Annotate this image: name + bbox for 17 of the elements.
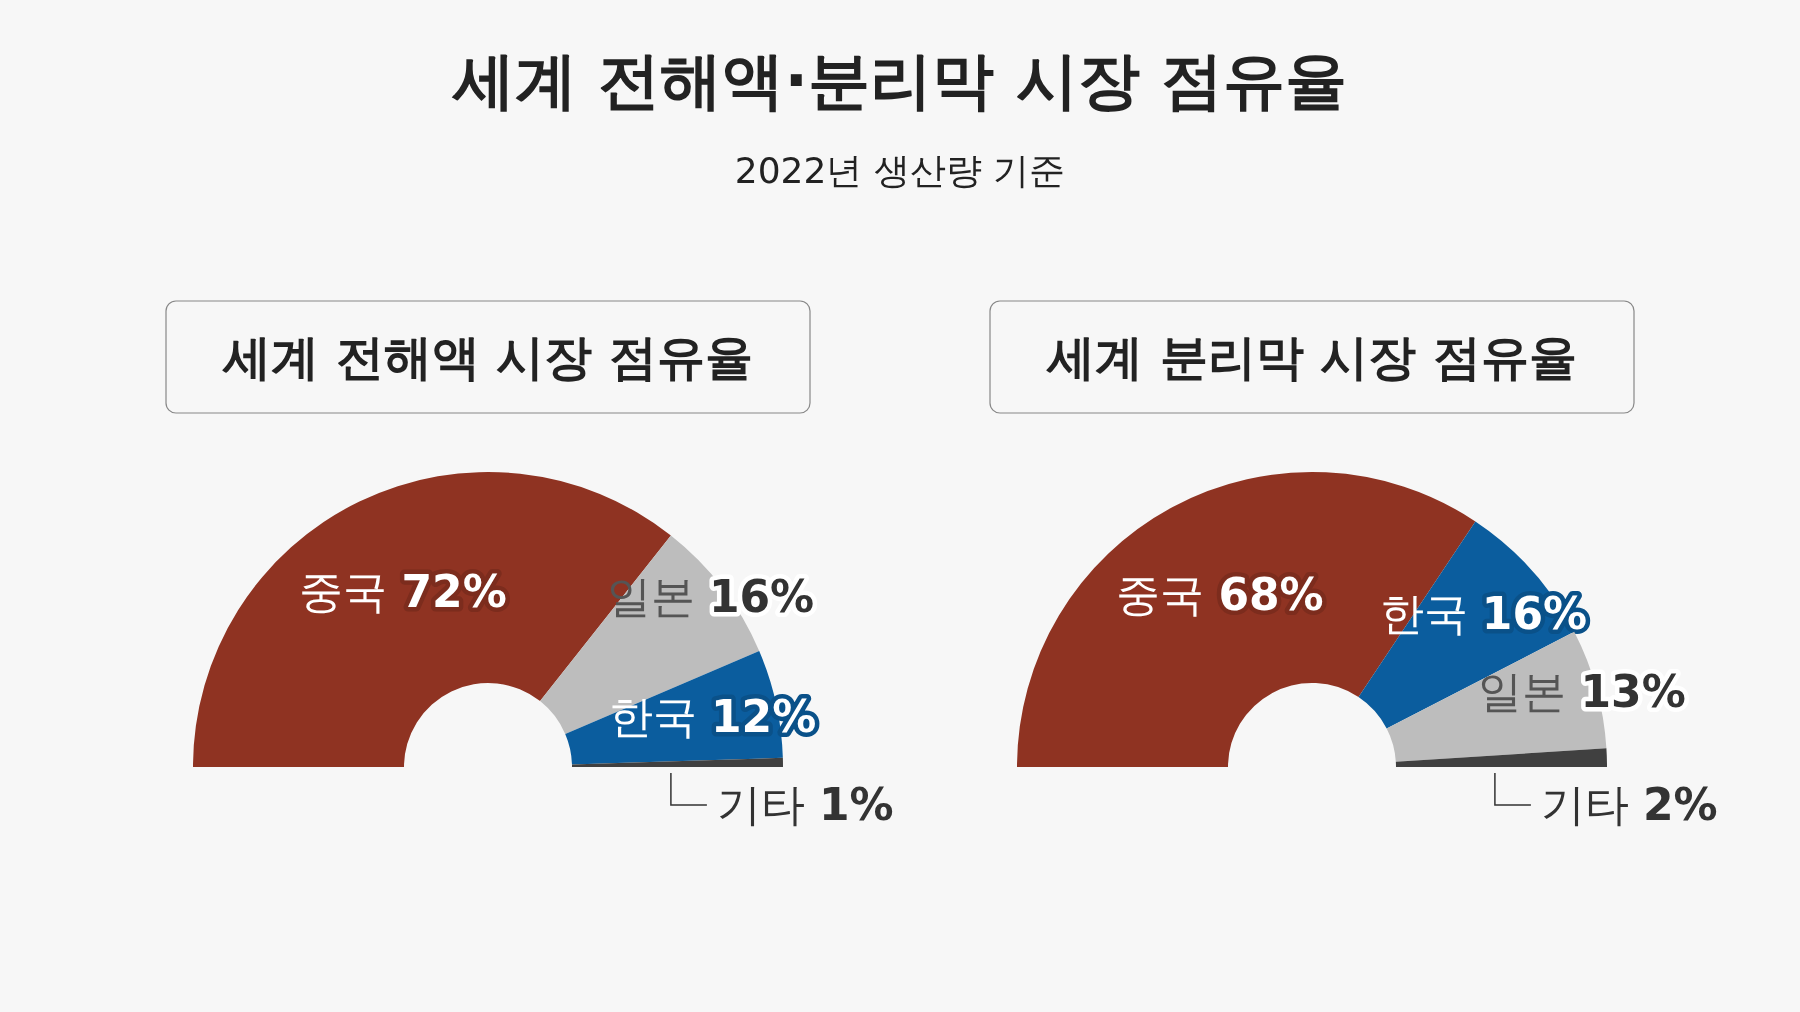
text: 세계 전해액·분리막 시장 점유율 xyxy=(450,44,1348,117)
data-label: 1% xyxy=(818,779,894,830)
data-label: 16% xyxy=(708,570,815,622)
chart-title: 세계 전해액 시장 점유율 xyxy=(221,329,754,385)
data-label: 72% xyxy=(401,565,507,617)
slice-label: 기타 xyxy=(1540,779,1643,830)
slice-label: 한국 xyxy=(609,691,711,743)
slice-label: 중국 xyxy=(299,565,402,617)
data-label: 13% xyxy=(1580,666,1686,718)
data-label: 2% xyxy=(1642,779,1718,830)
slice-label: 일본 xyxy=(1478,666,1581,718)
chart-title: 세계 분리막 시장 점유율 xyxy=(1045,329,1578,385)
slice-label: 중국 xyxy=(1116,569,1219,621)
data-label: 68% xyxy=(1218,569,1324,621)
text: 2022년 생산량 기준 xyxy=(734,150,1066,191)
slice-label: 한국 xyxy=(1379,587,1482,639)
slice-label: 기타 xyxy=(716,779,819,830)
